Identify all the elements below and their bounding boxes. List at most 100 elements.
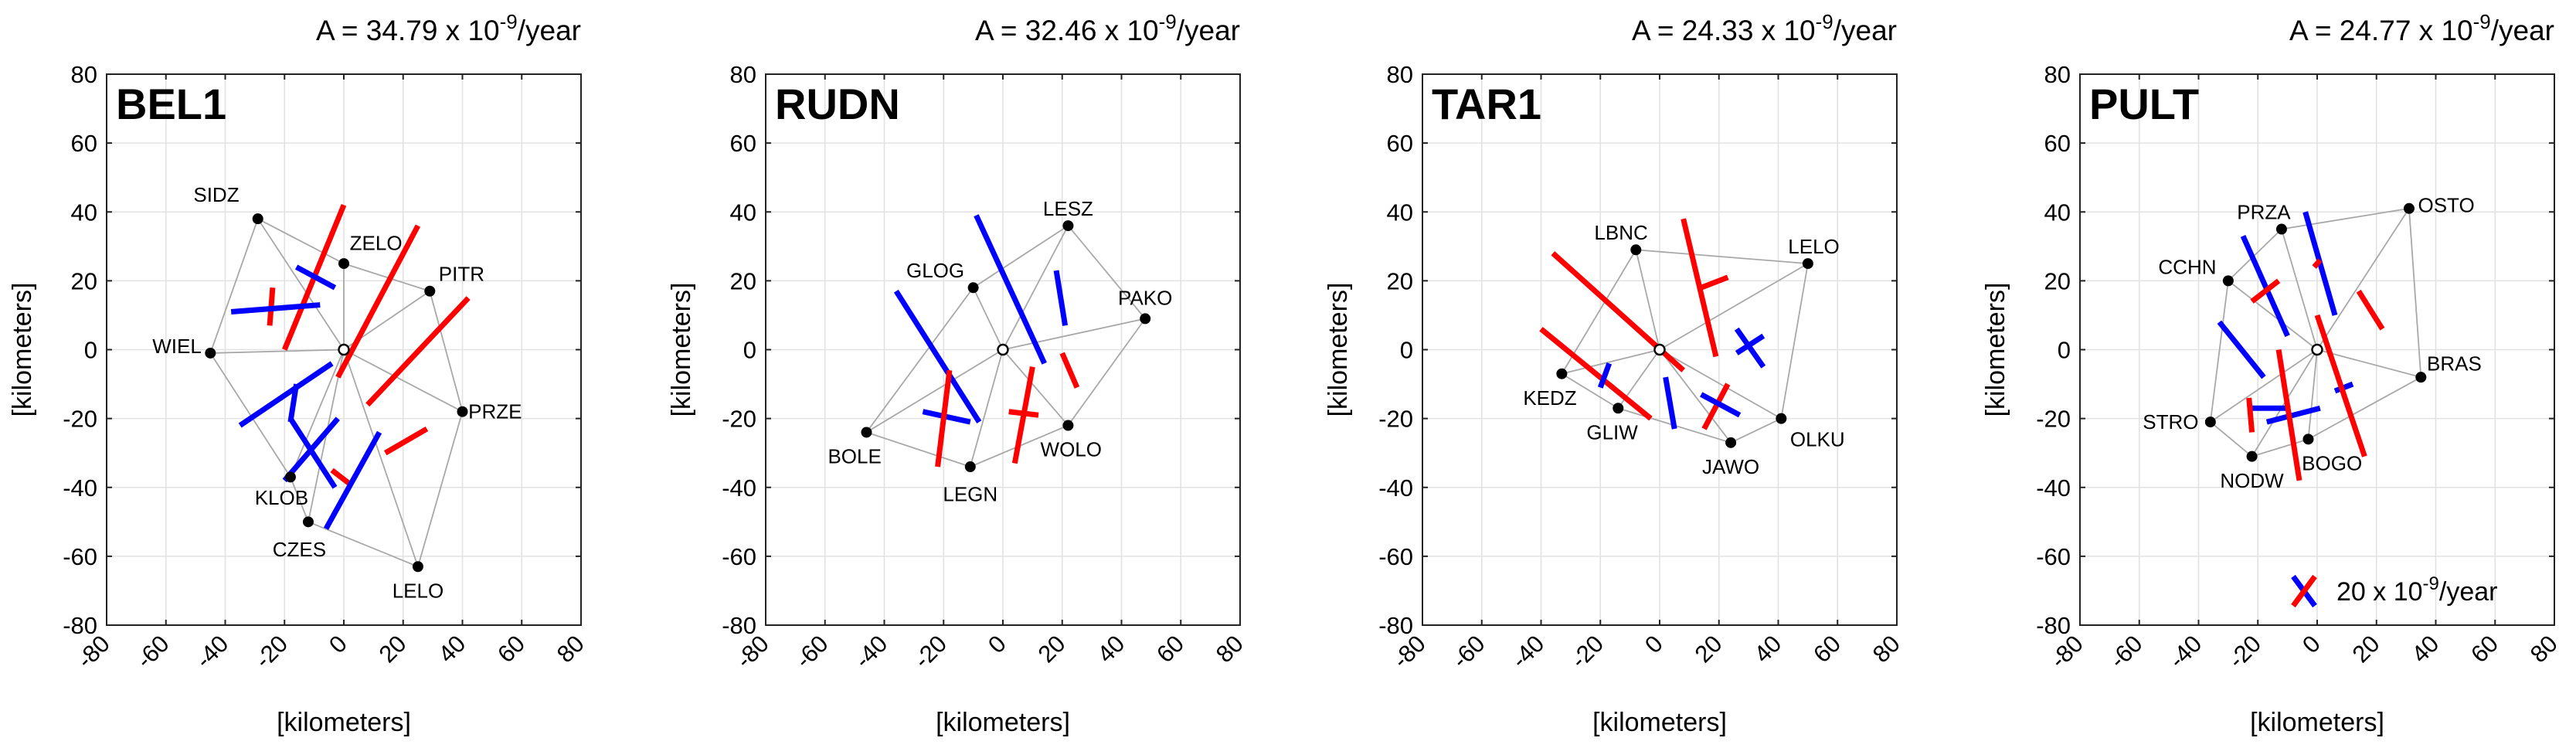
x-tick-label: 20 [2347,630,2385,668]
site-marker [1630,244,1642,256]
station-label: PULT [2089,80,2199,128]
site-label: CZES [273,538,326,561]
extension-bar [1700,274,1729,291]
network-edge [865,287,974,433]
network-edge [2228,228,2282,282]
strain-bars-bel1 [230,204,471,530]
y-tick-label: 20 [2044,267,2071,294]
site-label: LEGN [943,483,997,506]
y-axis-label: [kilometers] [8,283,37,417]
site-label: KLOB [255,486,308,509]
site-marker [964,461,976,473]
extension-bar [1059,352,1080,389]
network-edge [2281,207,2410,230]
y-tick-label: 40 [71,199,97,226]
y-tick-label: 0 [1400,337,1413,364]
site-marker [1062,220,1074,232]
compression-bar [2217,320,2266,379]
compression-bar [1735,333,1765,355]
panel-tar1: LBNC LELO KEDZ GLIW JAWO OLKU -80 -60 -40 -20 0 20… [1324,10,1905,737]
extension-bar [1681,218,1719,358]
x-tick-label: 40 [2406,630,2444,668]
compression-bar [922,409,971,425]
extension-bar [383,426,429,456]
y-tick-label: -80 [1378,612,1413,639]
extension-bar [1701,382,1731,430]
x-tick-label: -40 [1506,630,1549,673]
extension-bar [2250,278,2281,304]
y-tick-label: -60 [2036,543,2071,570]
site-label: BRAS [2427,352,2482,375]
x-tick-label: 0 [2297,630,2326,658]
network-edge [1002,225,1069,350]
compression-bar [230,302,321,314]
x-tick-label: -60 [131,630,174,673]
network-edge [2307,349,2318,440]
site-marker [1062,420,1074,431]
site-label: OLKU [1790,427,1845,450]
compression-bar [287,383,300,423]
network-edge [866,348,1004,434]
site-label: WIEL [152,335,202,358]
network-edge [866,431,971,468]
network-edge [1002,348,1069,427]
network-edge [2251,438,2309,457]
site-label: JAWO [1702,455,1759,478]
site-label: STRO [2143,410,2198,434]
site-label: LELO [393,579,444,602]
site-marker [252,213,263,225]
y-tick-label: -20 [2036,406,2071,433]
site-marker [2275,223,2287,235]
strain-bars-pult [2217,211,2385,481]
site-marker [205,347,216,359]
site-marker [1802,258,1813,270]
network-edge [2316,208,2410,350]
x-tick-label: -20 [2223,630,2266,673]
network-edge [1635,250,1660,350]
x-tick-label: 80 [2525,630,2563,668]
network-edge [290,477,309,522]
site-marker [2204,416,2216,428]
network-edge [972,287,1004,350]
y-tick-label: -20 [1378,406,1413,433]
sites-bel1: SIDZ ZELO PITR WIEL PRZE KLOB CZES LELO [152,183,522,602]
site-marker [412,561,423,573]
compression-bar [294,264,337,291]
compression-bar [1734,327,1766,369]
y-axis-label: [kilometers] [1324,283,1353,417]
site-marker [2415,372,2427,383]
extension-bar [935,369,953,468]
y-tick-label: -40 [722,474,756,502]
network-edge [2209,280,2229,423]
x-tick-label: 0 [1640,630,1668,658]
sites-tar1: LBNC LELO KEDZ GLIW JAWO OLKU [1523,221,1844,478]
site-label: BOGO [2302,452,2362,475]
compression-bar [1700,392,1742,418]
y-tick-label: -20 [63,406,97,433]
x-tick-label: 60 [1151,630,1189,668]
site-marker [424,285,436,297]
site-label: SIDZ [193,183,239,206]
site-marker [338,258,349,270]
x-tick-label: 0 [983,630,1011,658]
site-label: GLOG [906,259,964,282]
site-label: LBNC [1594,221,1647,244]
site-marker [2222,275,2234,287]
compression-bar [1053,270,1069,326]
network-edge [308,521,419,568]
station-label: BEL1 [116,80,226,128]
panel-rudn: LESZ GLOG PAKO BOLE LEGN WOLO -80 -60 -40 -20 0 20… [667,10,1249,737]
network-edge [2210,348,2318,423]
x-tick-label: -20 [250,630,293,673]
reference-station-marker [997,343,1009,356]
station-label: TAR1 [1432,80,1541,128]
extension-bar [1539,327,1653,421]
network-edge [290,349,345,478]
extension-bar [335,224,421,379]
site-marker [1725,437,1737,448]
y-tick-label: 0 [84,337,97,364]
network-edge [1730,417,1782,444]
reference-station-marker [1653,343,1666,356]
y-tick-label: -80 [63,612,97,639]
compression-bar [2265,405,2321,425]
